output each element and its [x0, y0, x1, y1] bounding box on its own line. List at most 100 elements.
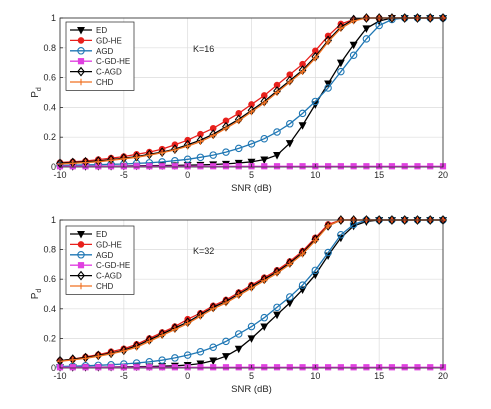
- data-point: [159, 163, 166, 170]
- data-point: [299, 364, 306, 371]
- data-point: [248, 108, 255, 116]
- data-point: [183, 155, 192, 164]
- y-axis-label-main: P: [30, 91, 41, 98]
- data-point: [427, 163, 434, 170]
- data-point: [273, 303, 281, 312]
- data-point: [119, 345, 128, 356]
- y-tick-label: 0.6: [43, 274, 56, 284]
- data-point: [132, 151, 141, 162]
- data-point: [209, 343, 217, 352]
- legend-label: CHD: [96, 282, 114, 291]
- ticks: -10 -5 0 5 10 15 20 0 0.2 0.4 0.6 0.8 1: [43, 215, 448, 381]
- data-point: [210, 132, 217, 139]
- data-point: [285, 140, 294, 148]
- data-point: [196, 347, 205, 356]
- data-point: [222, 353, 230, 361]
- data-point: [171, 364, 179, 371]
- data-point: [388, 163, 396, 170]
- data-point: [260, 156, 269, 165]
- data-point: [298, 122, 307, 130]
- legend-label: GD-HE: [96, 36, 122, 45]
- data-point: [95, 158, 102, 165]
- data-point: [94, 156, 103, 166]
- data-point: [260, 323, 269, 332]
- data-point: [222, 148, 230, 156]
- data-point: [324, 248, 332, 257]
- data-point: [197, 163, 204, 170]
- data-point: [158, 332, 166, 339]
- x-tick-label: -10: [53, 170, 66, 180]
- data-point: [210, 364, 217, 371]
- x-tick-label: 15: [374, 170, 384, 180]
- data-point: [324, 163, 332, 170]
- data-point: [413, 215, 422, 225]
- data-point: [261, 163, 268, 170]
- data-point: [337, 25, 345, 32]
- x-tick-label: -5: [120, 170, 128, 180]
- x-tick-label: 10: [310, 371, 320, 381]
- data-point: [298, 109, 307, 118]
- data-point: [299, 68, 306, 75]
- data-point: [298, 281, 307, 289]
- data-point: [400, 215, 409, 225]
- data-point: [350, 163, 357, 170]
- data-point: [312, 237, 319, 244]
- data-point: [375, 215, 384, 225]
- x-tick-label: -10: [53, 371, 66, 381]
- data-point: [312, 47, 319, 55]
- y-axis-label-main: P: [30, 292, 41, 299]
- data-point: [261, 364, 268, 371]
- legend-marker: [77, 282, 85, 290]
- data-point: [133, 364, 140, 371]
- y-axis-label-sub: d: [36, 87, 43, 91]
- data-point: [298, 286, 307, 295]
- legend-label: CHD: [96, 78, 114, 87]
- annotation-label: K=32: [193, 246, 214, 256]
- x-tick-label: 10: [310, 170, 320, 180]
- data-point: [196, 153, 205, 162]
- data-point: [171, 326, 179, 333]
- legend-marker: [77, 66, 85, 77]
- data-point: [247, 322, 256, 331]
- data-point: [107, 350, 115, 358]
- y-axis-label-sub: d: [36, 289, 43, 293]
- data-point: [362, 35, 371, 43]
- data-point: [388, 215, 396, 225]
- data-point: [95, 364, 102, 371]
- data-point: [324, 38, 332, 46]
- legend-box: [65, 225, 135, 295]
- data-point: [159, 364, 166, 371]
- annotation-label: K=16: [193, 44, 214, 54]
- data-point: [248, 284, 255, 292]
- data-point: [311, 97, 320, 106]
- ticks: -10 -5 0 5 10 15 20 0 0.2 0.4 0.6 0.8 1: [43, 13, 448, 180]
- y-tick-label: 0.8: [43, 245, 56, 255]
- data-point: [222, 163, 230, 170]
- data-point: [68, 157, 77, 168]
- data-point: [286, 78, 293, 86]
- y-tick-label: 0: [51, 162, 56, 172]
- x-tick-label: 15: [374, 371, 384, 381]
- data-point: [337, 364, 344, 371]
- data-point: [107, 154, 115, 165]
- data-point: [375, 13, 384, 23]
- data-point: [120, 155, 128, 163]
- y-tick-label: 0.4: [43, 102, 56, 112]
- legend-marker: [77, 58, 85, 65]
- legend-marker: [77, 262, 85, 269]
- data-point: [324, 84, 332, 92]
- data-point: [273, 152, 281, 160]
- data-point: [145, 149, 154, 160]
- data-point: [362, 215, 371, 225]
- legend-box: [65, 21, 135, 91]
- data-point: [401, 364, 408, 371]
- data-point: [337, 67, 345, 76]
- data-point: [299, 163, 306, 170]
- legend-marker: [77, 37, 85, 44]
- data-point: [414, 163, 421, 170]
- data-point: [349, 51, 358, 59]
- data-point: [234, 345, 243, 354]
- legend-label: C-GD-HE: [96, 261, 130, 270]
